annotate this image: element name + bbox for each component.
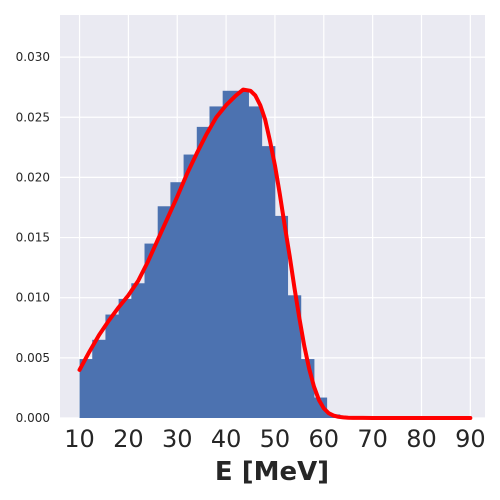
histogram-bar — [248, 106, 263, 418]
histogram-bar — [274, 215, 289, 418]
x-tick-label: 20 — [113, 425, 144, 453]
y-tick-label: 0.030 — [16, 50, 50, 64]
histogram-bar — [287, 295, 302, 418]
y-tick-label: 0.010 — [16, 291, 50, 305]
x-axis-ticks: 10 20 30 40 50 60 70 80 90 — [64, 425, 485, 453]
histogram-bar — [105, 314, 120, 418]
histogram-bar — [157, 206, 171, 418]
y-axis-ticks: 0.000 0.005 0.010 0.015 0.020 0.025 0.030 — [16, 50, 50, 425]
x-tick-label: 10 — [64, 425, 95, 453]
x-tick-label: 50 — [260, 425, 291, 453]
histogram-bar — [196, 126, 210, 418]
histogram-bar — [314, 397, 328, 418]
y-tick-label: 0.000 — [16, 411, 50, 425]
y-tick-label: 0.005 — [16, 351, 50, 365]
histogram-bar — [170, 182, 184, 418]
x-tick-label: 90 — [455, 425, 486, 453]
histogram-bar — [79, 359, 93, 418]
histogram-bar — [118, 298, 132, 418]
histogram-bar — [222, 90, 237, 419]
x-tick-label: 40 — [211, 425, 242, 453]
histogram-bars — [79, 90, 354, 419]
x-axis-label: E [MeV] — [215, 457, 329, 487]
y-tick-label: 0.015 — [16, 231, 50, 245]
histogram-bar — [131, 283, 145, 418]
histogram-bar — [261, 146, 276, 418]
histogram-bar — [183, 154, 198, 418]
histogram-bar — [92, 339, 106, 418]
fit-curve — [77, 87, 473, 420]
x-tick-label: 30 — [162, 425, 193, 453]
fit-curve-line — [77, 87, 473, 420]
histogram-bar — [209, 106, 224, 418]
x-tick-label: 80 — [406, 425, 437, 453]
x-tick-label: 70 — [357, 425, 388, 453]
y-tick-label: 0.025 — [16, 110, 50, 124]
y-tick-label: 0.020 — [16, 170, 50, 184]
histogram-bar — [235, 90, 249, 419]
histogram-bar — [144, 243, 159, 418]
x-tick-label: 60 — [309, 425, 340, 453]
